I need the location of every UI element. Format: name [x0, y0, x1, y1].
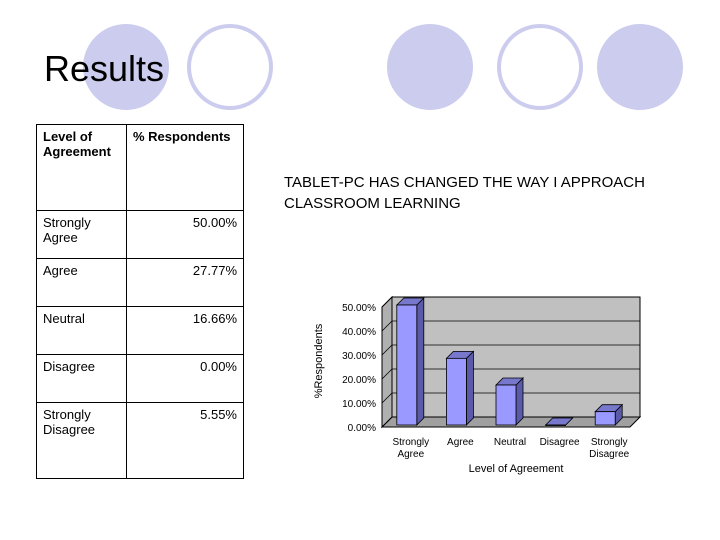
row-percent: 50.00%	[126, 210, 244, 259]
bar-side	[465, 350, 474, 426]
table-row: Strongly Agree 50.00%	[36, 210, 244, 259]
gridline-side	[381, 416, 393, 428]
x-tick-label: Strongly Agree	[392, 437, 429, 460]
y-tick-label: 20.00%	[342, 375, 376, 386]
y-tick-label: 30.00%	[342, 351, 376, 362]
bar-side	[515, 377, 524, 426]
decor-circle	[83, 24, 169, 110]
bar	[445, 357, 467, 426]
row-level: Agree	[36, 258, 127, 307]
bar	[396, 304, 418, 426]
row-level: Strongly Disagree	[36, 402, 127, 479]
results-table: Level of Agreement % Respondents Strongl…	[36, 124, 244, 479]
decor-circle-ring	[497, 24, 583, 110]
y-tick-label: 10.00%	[342, 399, 376, 410]
chart-title: TABLET-PC HAS CHANGED THE WAY I APPROACH…	[284, 174, 645, 212]
gridline-side	[381, 344, 393, 356]
table-row: Strongly Disagree 5.55%	[36, 402, 244, 479]
bar	[545, 424, 567, 426]
header-respondents: % Respondents	[126, 124, 244, 211]
x-tick-label: Neutral	[494, 437, 526, 448]
header-level: Level of Agreement	[36, 124, 127, 211]
x-tick-label: Strongly Disagree	[589, 437, 629, 460]
x-tick-label: Agree	[447, 437, 474, 448]
bar-side	[416, 297, 425, 426]
row-percent: 5.55%	[126, 402, 244, 479]
gridline-side	[381, 368, 393, 380]
row-percent: 0.00%	[126, 354, 244, 403]
decor-circle	[387, 24, 473, 110]
y-tick-label: 40.00%	[342, 327, 376, 338]
page-title: Results	[44, 48, 165, 89]
gridline-side	[381, 296, 393, 308]
table-row: Disagree 0.00%	[36, 354, 244, 403]
decorative-circles	[83, 24, 683, 110]
row-percent: 27.77%	[126, 258, 244, 307]
table-row: Agree 27.77%	[36, 258, 244, 307]
y-axis-title: %Respondents	[313, 323, 325, 398]
table-row: Neutral 16.66%	[36, 306, 244, 355]
y-tick-label: 50.00%	[342, 303, 376, 314]
table-header-row: Level of Agreement % Respondents	[36, 124, 244, 211]
plot-side-wall	[381, 295, 393, 429]
decor-circle-ring	[187, 24, 273, 110]
row-percent: 16.66%	[126, 306, 244, 355]
gridline-side	[381, 320, 393, 332]
row-level: Neutral	[36, 306, 127, 355]
row-level: Disagree	[36, 354, 127, 403]
gridline-side	[381, 392, 393, 404]
bar	[594, 411, 616, 426]
x-axis-title: Level of Agreement	[469, 463, 564, 475]
bar-chart: 0.00% 10.00% 20.00% 30.00% 40.00% 50.00% Stron…	[313, 295, 642, 475]
decor-circle	[597, 24, 683, 110]
row-level: Strongly Agree	[36, 210, 127, 259]
y-tick-label: 0.00%	[348, 423, 376, 434]
x-tick-label: Disagree	[540, 437, 580, 448]
bar	[495, 384, 517, 426]
